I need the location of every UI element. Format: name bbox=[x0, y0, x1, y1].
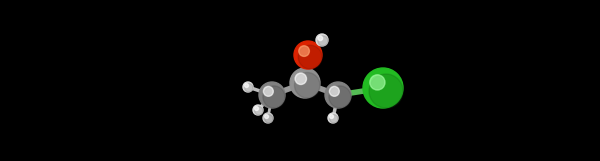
Circle shape bbox=[299, 46, 310, 56]
Circle shape bbox=[370, 75, 385, 90]
Circle shape bbox=[263, 86, 274, 96]
Circle shape bbox=[294, 41, 322, 69]
Circle shape bbox=[259, 82, 285, 108]
Circle shape bbox=[330, 115, 334, 118]
Circle shape bbox=[329, 86, 351, 108]
Circle shape bbox=[316, 34, 328, 46]
Circle shape bbox=[363, 68, 403, 108]
Circle shape bbox=[255, 107, 259, 110]
Circle shape bbox=[329, 114, 338, 123]
Circle shape bbox=[290, 68, 320, 98]
Circle shape bbox=[328, 113, 338, 123]
Circle shape bbox=[253, 105, 263, 115]
Circle shape bbox=[265, 115, 269, 118]
Circle shape bbox=[318, 36, 328, 46]
Circle shape bbox=[254, 106, 263, 115]
Circle shape bbox=[263, 86, 285, 108]
Circle shape bbox=[245, 84, 248, 87]
Circle shape bbox=[295, 73, 307, 85]
Circle shape bbox=[318, 36, 323, 41]
Circle shape bbox=[265, 114, 273, 123]
Circle shape bbox=[295, 72, 320, 98]
Circle shape bbox=[243, 82, 253, 92]
Circle shape bbox=[298, 45, 322, 69]
Circle shape bbox=[263, 113, 273, 123]
Circle shape bbox=[329, 86, 340, 96]
Circle shape bbox=[369, 74, 403, 108]
Circle shape bbox=[325, 82, 351, 108]
Circle shape bbox=[245, 84, 253, 92]
